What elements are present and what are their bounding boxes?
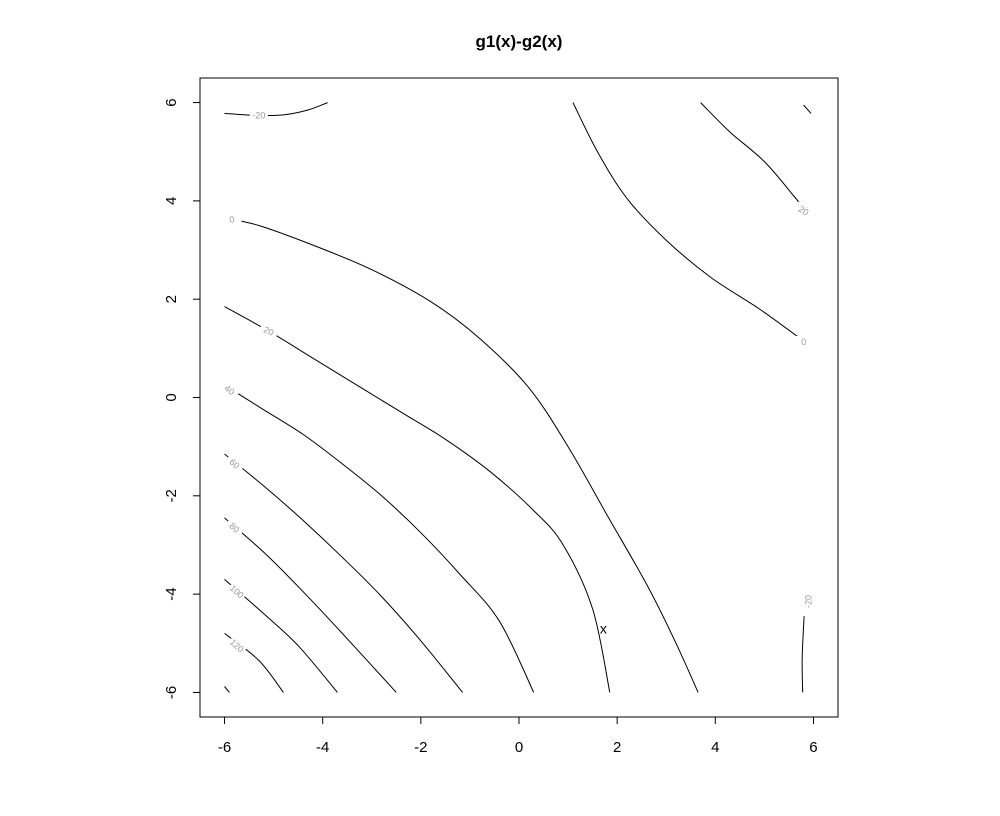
contour-label-bg bbox=[221, 211, 242, 227]
contour-line bbox=[803, 104, 812, 114]
y-tick-label: 6 bbox=[163, 98, 180, 106]
contour-line bbox=[224, 306, 611, 693]
contour-label-bg bbox=[793, 200, 815, 220]
contour-label: -20 bbox=[252, 110, 265, 120]
contour-line bbox=[224, 217, 699, 693]
contour-label: 60 bbox=[227, 457, 241, 471]
contour-line bbox=[224, 517, 397, 693]
point-marker: x bbox=[600, 621, 607, 637]
contour-line bbox=[224, 102, 328, 117]
x-tick-label: -4 bbox=[316, 739, 329, 756]
y-tick-label: -4 bbox=[163, 587, 180, 600]
x-tick-label: -2 bbox=[414, 739, 427, 756]
x-tick-label: 0 bbox=[515, 739, 523, 756]
contour-line bbox=[700, 102, 804, 209]
contour-line bbox=[224, 453, 463, 693]
contour-label: 0 bbox=[228, 214, 235, 225]
x-tick-label: 2 bbox=[613, 739, 621, 756]
contour-label: 20 bbox=[797, 204, 811, 218]
contour-label: 80 bbox=[227, 521, 241, 535]
plot-area-border bbox=[199, 77, 839, 718]
contour-line bbox=[572, 102, 804, 342]
contour-label-bg bbox=[802, 592, 814, 611]
contour-label-bg bbox=[258, 321, 280, 340]
contour-label: 40 bbox=[222, 383, 236, 397]
y-axis: -6 -4 -2 0 2 4 6 bbox=[163, 98, 201, 699]
contour-label-bg bbox=[219, 379, 241, 400]
contour-label-bg bbox=[226, 581, 248, 602]
y-tick-label: 2 bbox=[163, 295, 180, 303]
contour-label: 0 bbox=[801, 337, 806, 347]
x-axis: -6 -4 -2 0 2 4 6 bbox=[218, 716, 818, 756]
x-tick-label: 6 bbox=[809, 739, 817, 756]
x-tick-label: -6 bbox=[218, 739, 231, 756]
point-markers: x bbox=[600, 621, 607, 637]
contour-label: 20 bbox=[262, 324, 275, 337]
contour-label: -20 bbox=[804, 595, 814, 608]
chart-title: g1(x)-g2(x) bbox=[476, 32, 563, 51]
y-tick-label: -2 bbox=[163, 489, 180, 502]
contour-line bbox=[224, 384, 535, 693]
y-tick-label: -6 bbox=[163, 686, 180, 699]
contour-label-bg bbox=[226, 635, 248, 656]
contour-label-bg bbox=[794, 335, 813, 347]
contour-line bbox=[801, 616, 805, 693]
x-tick-label: 4 bbox=[711, 739, 719, 756]
contour-label-bg bbox=[224, 517, 246, 538]
contour-label-bg bbox=[224, 453, 246, 474]
contour-label-bg bbox=[249, 109, 268, 121]
y-tick-label: 4 bbox=[163, 197, 180, 205]
y-tick-label: 0 bbox=[163, 393, 180, 401]
contour-line bbox=[224, 686, 230, 693]
